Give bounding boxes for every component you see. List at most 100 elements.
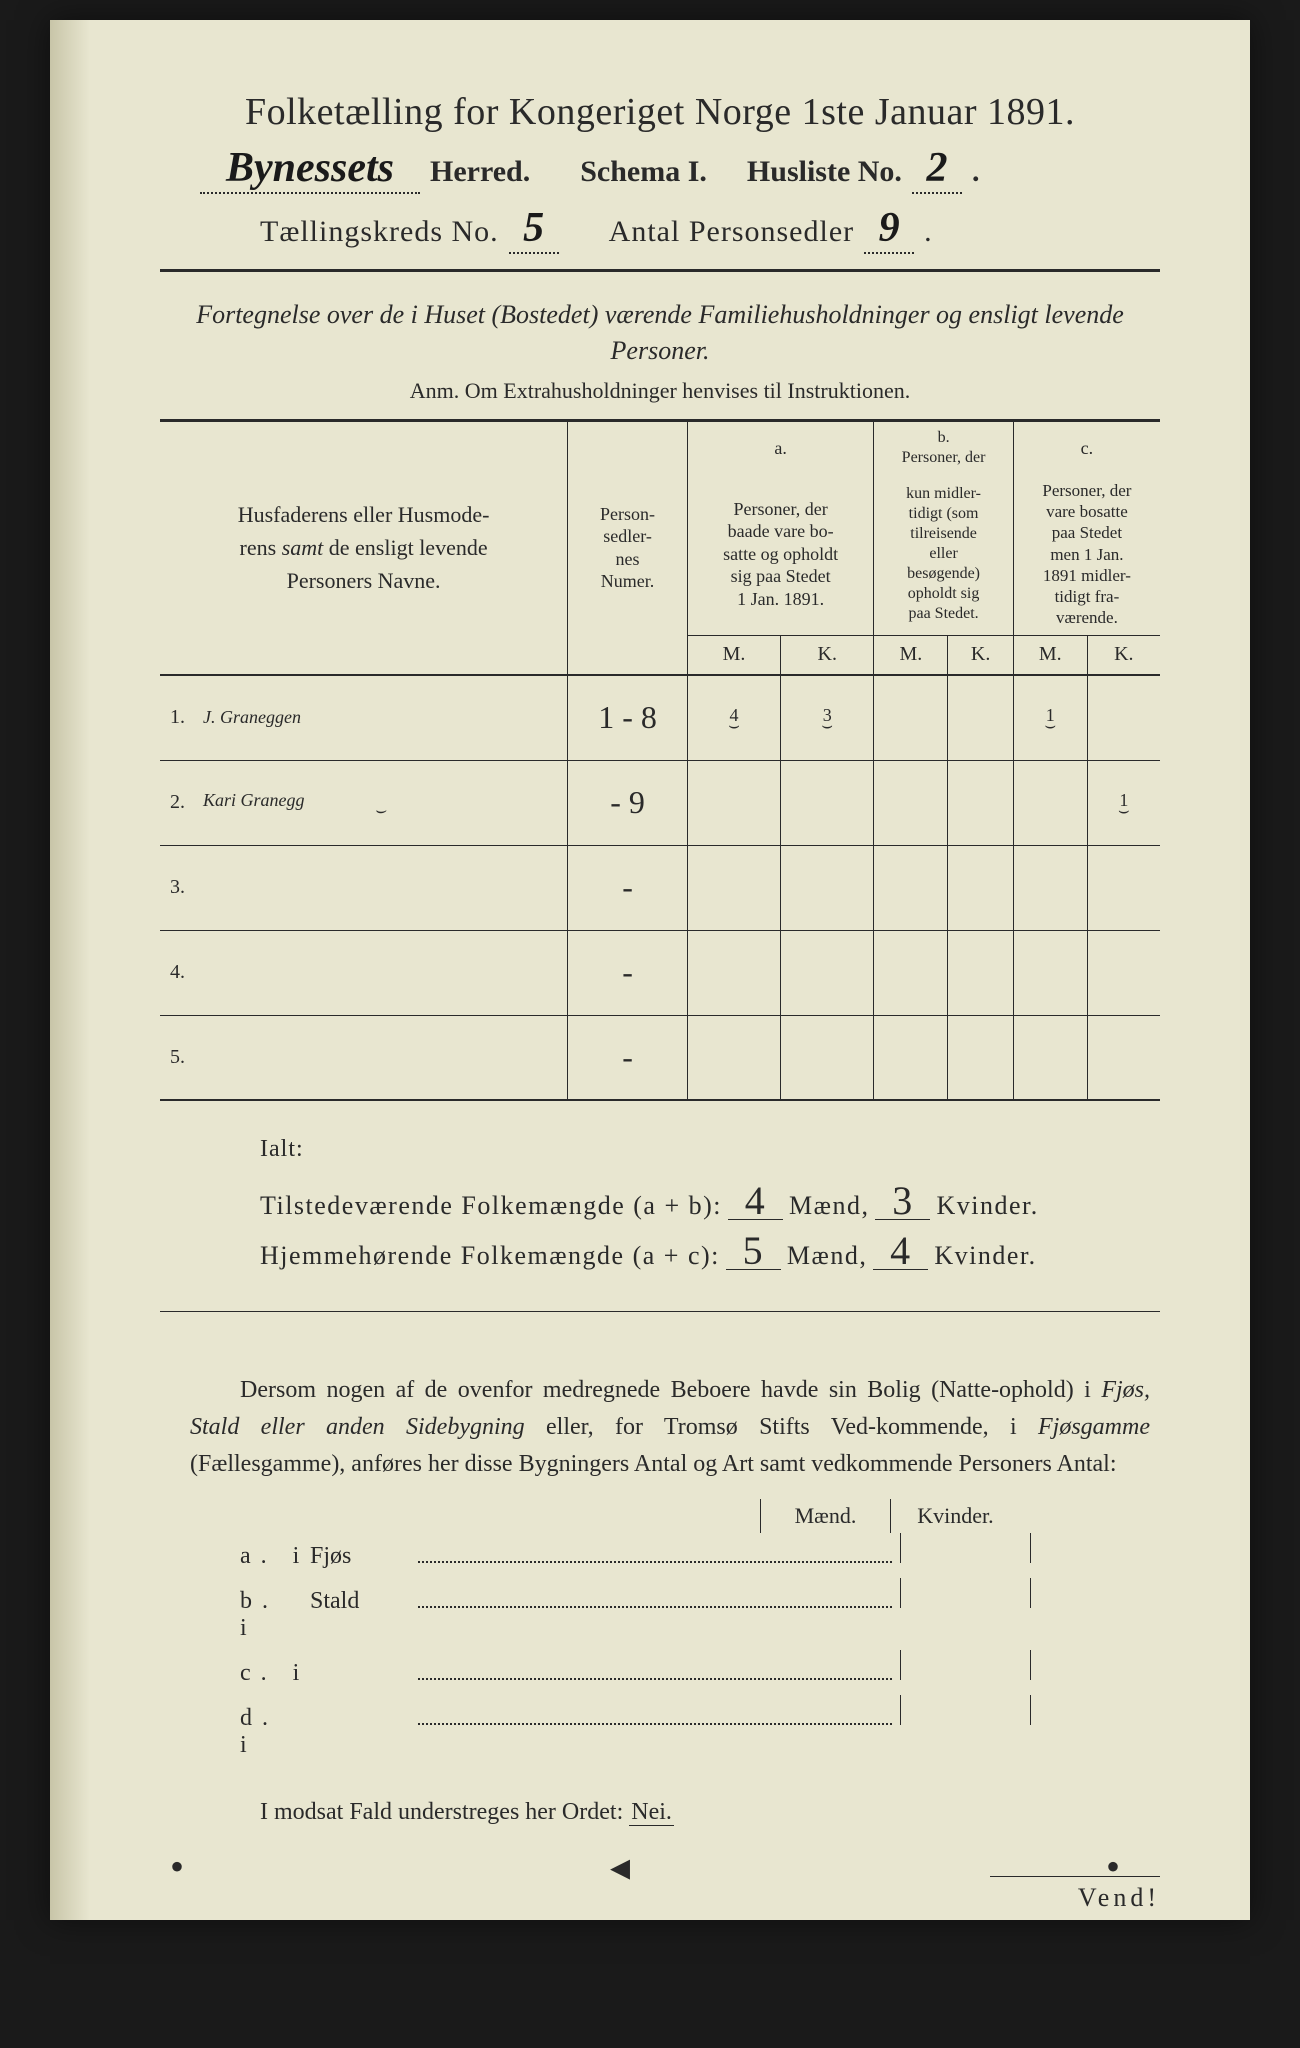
kvinder-label: Kvinder. — [936, 1191, 1038, 1221]
mk-cells — [900, 1578, 1160, 1608]
rule-3 — [160, 1311, 1160, 1312]
maend-label-2: Mænd, — [787, 1241, 867, 1271]
punch-mark: • — [170, 1843, 184, 1890]
mk-cells — [900, 1533, 1160, 1563]
c-k-cell — [1087, 1015, 1160, 1100]
b-m-cell — [874, 930, 948, 1015]
building-type: Stald — [310, 1588, 410, 1615]
dotted-fill — [418, 1606, 892, 1608]
mk-cells — [900, 1650, 1160, 1680]
col-b-header: kun midler-tidigt (somtilreisendeellerbe… — [906, 485, 981, 622]
header-line-2: Bynessets Herred. Schema I. Husliste No.… — [160, 144, 1160, 194]
mk-header: Mænd. Kvinder. — [160, 1499, 1160, 1533]
personsedler-cell: 1 - 8 — [568, 675, 688, 760]
header-line-3: Tællingskreds No. 5 Antal Personsedler 9… — [160, 204, 1160, 254]
husliste-label: Husliste No. — [747, 155, 902, 189]
nei-line: I modsat Fald understreges her Ordet: Ne… — [160, 1799, 1160, 1826]
name-cell — [193, 845, 568, 930]
b-m-cell — [874, 675, 948, 760]
row-label: b. i — [240, 1588, 310, 1642]
anm-note: Anm. Om Extrahusholdninger henvises til … — [160, 378, 1160, 404]
col-c-header: Personer, dervare bosattepaa Stedetmen 1… — [1042, 481, 1131, 628]
name-cell — [193, 1015, 568, 1100]
total-line-1: Tilstedeværende Folkemængde (a + b): 4 M… — [160, 1183, 1160, 1221]
total-2-label: Hjemmehørende Folkemængde (a + c): — [260, 1241, 720, 1271]
b-k-cell — [948, 1015, 1013, 1100]
outbuilding-row: a. iFjøs — [160, 1533, 1160, 1570]
c-m-cell — [1013, 760, 1087, 845]
row-number: 3. — [160, 845, 193, 930]
outbuilding-row: c. i — [160, 1650, 1160, 1687]
col-c-k: K. — [1087, 635, 1160, 675]
col-b-m: M. — [874, 635, 948, 675]
a-m-cell — [687, 930, 780, 1015]
out-col-k: Kvinder. — [890, 1499, 1020, 1533]
col-num-header: Person-sedler-nesNumer. — [600, 504, 655, 592]
table-row: 2.Kari Granegg⌣- 9 1⌣ — [160, 760, 1160, 845]
a-k-cell — [781, 930, 874, 1015]
dotted-fill — [418, 1561, 892, 1563]
a-m-cell — [687, 760, 780, 845]
col-b-k: K. — [948, 635, 1013, 675]
col-a-m: M. — [687, 635, 780, 675]
household-table: Husfaderens eller Husmode-rens samt de e… — [160, 420, 1160, 1101]
name-cell: Kari Granegg⌣ — [193, 760, 568, 845]
nei-word: Nei. — [629, 1799, 674, 1826]
personsedler-cell: - 9 — [568, 760, 688, 845]
total-1-m: 4 — [728, 1183, 783, 1220]
c-m-cell — [1013, 1015, 1087, 1100]
c-m-cell — [1013, 845, 1087, 930]
personsedler-cell: - — [568, 1015, 688, 1100]
table-row: 4. - — [160, 930, 1160, 1015]
name-cell — [193, 930, 568, 1015]
personsedler-no: 9 — [864, 204, 914, 254]
kreds-label: Tællingskreds No. — [260, 215, 499, 249]
outbuilding-row: d. i — [160, 1695, 1160, 1759]
row-number: 5. — [160, 1015, 193, 1100]
col-a-k: K. — [781, 635, 874, 675]
row-number: 4. — [160, 930, 193, 1015]
c-m-cell — [1013, 930, 1087, 1015]
a-k-cell — [781, 1015, 874, 1100]
a-k-cell — [781, 845, 874, 930]
outbuilding-row: b. iStald — [160, 1578, 1160, 1642]
total-2-m: 5 — [726, 1233, 781, 1270]
census-form-page: Folketælling for Kongeriget Norge 1ste J… — [50, 20, 1250, 1920]
a-m-cell — [687, 1015, 780, 1100]
dotted-fill — [418, 1723, 892, 1725]
out-col-m: Mænd. — [760, 1499, 890, 1533]
col-c-label: c. — [1013, 421, 1160, 474]
a-k-cell: 3⌣ — [781, 675, 874, 760]
outbuilding-paragraph: Dersom nogen af de ovenfor medregnede Be… — [160, 1372, 1160, 1484]
total-line-2: Hjemmehørende Folkemængde (a + c): 5 Mæn… — [160, 1233, 1160, 1271]
b-k-cell — [948, 930, 1013, 1015]
name-cell: J. Graneggen — [193, 675, 568, 760]
personsedler-label: Antal Personsedler — [609, 215, 854, 249]
kreds-no: 5 — [509, 204, 559, 254]
c-k-cell: 1⌣ — [1087, 760, 1160, 845]
col-c-m: M. — [1013, 635, 1087, 675]
row-number: 2. — [160, 760, 193, 845]
b-m-cell — [874, 1015, 948, 1100]
dotted-fill — [418, 1678, 892, 1680]
personsedler-cell: - — [568, 930, 688, 1015]
a-m-cell: 4⌣ — [687, 675, 780, 760]
b-m-cell — [874, 760, 948, 845]
c-m-cell: 1⌣ — [1013, 675, 1087, 760]
col-a-label: a. — [687, 421, 873, 474]
mk-cells — [900, 1695, 1160, 1725]
maend-label: Mænd, — [789, 1191, 869, 1221]
b-k-cell — [948, 845, 1013, 930]
table-row: 3. - — [160, 845, 1160, 930]
herred-label: Herred. — [430, 155, 530, 189]
personsedler-cell: - — [568, 845, 688, 930]
row-label: d. i — [240, 1705, 310, 1759]
col-a-header: Personer, derbaade vare bo-satte og opho… — [723, 499, 838, 609]
col-b-label: b.Personer, der — [874, 421, 1013, 474]
total-1-label: Tilstedeværende Folkemængde (a + b): — [260, 1191, 722, 1221]
herred-name: Bynessets — [200, 144, 420, 194]
nei-label: I modsat Fald understreges her Ordet: — [260, 1799, 623, 1825]
row-label: a. i — [240, 1543, 310, 1570]
schema-label: Schema I. — [580, 155, 707, 189]
col-name-header: Husfaderens eller Husmode-rens samt de e… — [238, 502, 490, 593]
